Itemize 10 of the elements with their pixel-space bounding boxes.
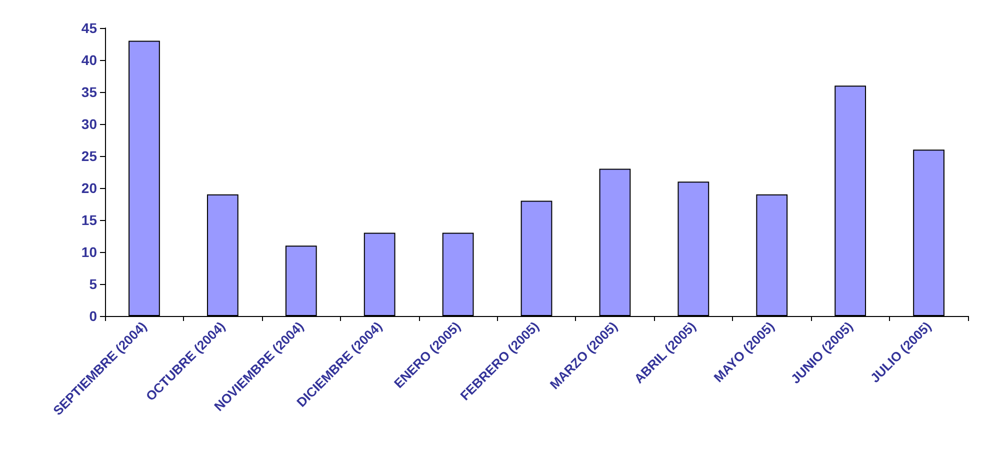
y-tick-label: 10 — [81, 244, 98, 260]
y-tick-label: 5 — [89, 276, 98, 292]
y-tick-label: 30 — [81, 116, 98, 132]
y-tick-label: 0 — [89, 308, 98, 324]
y-tick-label: 45 — [81, 20, 98, 36]
y-tick-label: 40 — [81, 52, 98, 68]
y-tick-label: 25 — [81, 148, 98, 164]
y-tick-label: 20 — [81, 180, 98, 196]
y-tick-label: 15 — [81, 212, 98, 228]
y-tick-label: 35 — [81, 84, 98, 100]
